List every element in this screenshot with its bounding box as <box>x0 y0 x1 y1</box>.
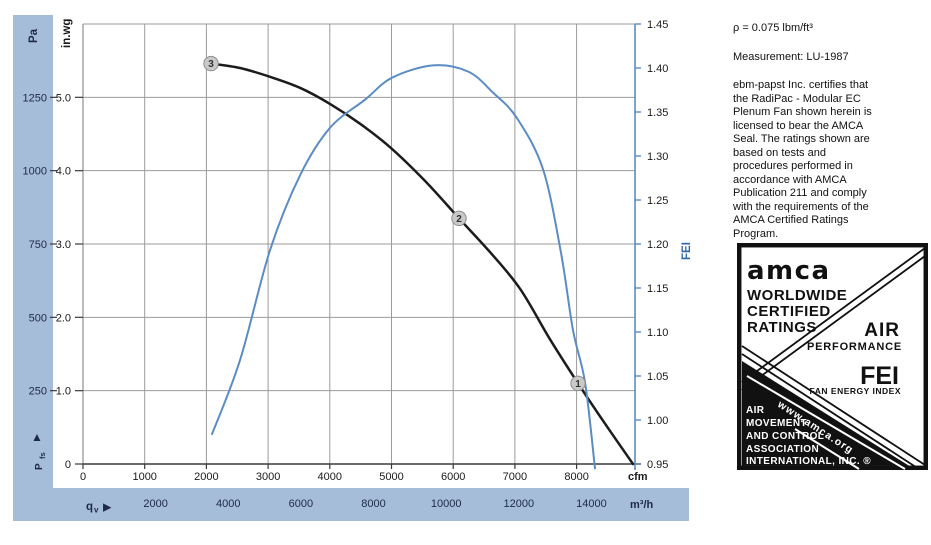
svg-text:1.15: 1.15 <box>647 283 668 295</box>
svg-text:12000: 12000 <box>503 498 534 510</box>
svg-text:2: 2 <box>456 214 462 225</box>
bottom-axis-band <box>13 488 689 521</box>
seal-performance: PERFORMANCE <box>807 341 902 353</box>
inwg-tick-labels: 0 1.0 2.0 3.0 4.0 5.0 <box>56 92 83 471</box>
svg-text:5.0: 5.0 <box>56 92 71 104</box>
svg-text:1.0: 1.0 <box>56 386 71 398</box>
svg-text:6000: 6000 <box>441 471 465 483</box>
svg-text:1.00: 1.00 <box>647 415 668 427</box>
svg-text:1000: 1000 <box>132 471 156 483</box>
svg-text:8000: 8000 <box>361 498 385 510</box>
operating-point-markers: 3 2 1 <box>203 55 586 392</box>
svg-text:0.95: 0.95 <box>647 459 668 471</box>
seal-worldwide: WORLDWIDE <box>747 287 847 304</box>
svg-text:1.25: 1.25 <box>647 195 668 207</box>
seal-amca-logo: amca <box>747 256 831 286</box>
m3h-tick-labels: 2000 4000 6000 8000 10000 12000 14000 <box>143 498 606 510</box>
fei-axis-label: FEI <box>681 242 693 260</box>
air-density-note: ρ = 0.075 lbm/ft³ <box>733 22 813 34</box>
flow-symbol-subscript: v <box>94 506 99 515</box>
flow-right-arrow-icon: ▶ <box>103 502 112 514</box>
svg-text:3000: 3000 <box>256 471 280 483</box>
svg-text:14000: 14000 <box>576 498 607 510</box>
seal-assoc-association: ASSOCIATION <box>746 444 819 455</box>
svg-text:1.10: 1.10 <box>647 327 668 339</box>
seal-assoc-movement: MOVEMENT <box>746 418 807 429</box>
cfm-tick-labels: 0 1000 2000 3000 4000 5000 6000 7000 8000 <box>80 464 589 483</box>
svg-text:2000: 2000 <box>143 498 167 510</box>
inwg-unit-label: in.wg <box>61 19 73 48</box>
certification-statement: ebm-papst Inc. certifies that the RadiPa… <box>733 79 872 240</box>
m3h-unit-label: m³/h <box>630 499 654 511</box>
pa-tick-labels: 250 500 750 1000 1250 <box>23 92 57 398</box>
svg-text:1.05: 1.05 <box>647 371 668 383</box>
seal-air: AIR <box>864 320 900 341</box>
seal-fan-energy-index: FAN ENERGY INDEX <box>810 386 901 396</box>
svg-text:250: 250 <box>29 386 47 398</box>
svg-text:1.30: 1.30 <box>647 151 668 163</box>
left-axis-band <box>13 15 53 521</box>
seal-diagonal-sash <box>741 247 926 470</box>
seal-assoc-and-control: AND CONTROL <box>746 431 824 442</box>
svg-text:7000: 7000 <box>503 471 527 483</box>
svg-text:0: 0 <box>80 471 86 483</box>
svg-text:1250: 1250 <box>23 92 47 104</box>
svg-text:8000: 8000 <box>564 471 588 483</box>
seal-black-triangle <box>742 361 909 466</box>
seal-assoc-air: AIR <box>746 405 765 416</box>
svg-text:1.35: 1.35 <box>647 107 668 119</box>
performance-chart: 01.02.03.04.05.0250500750100012501.451.4… <box>13 15 693 521</box>
seal-certified: CERTIFIED <box>747 303 831 320</box>
seal-fei: FEI <box>860 362 899 390</box>
svg-text:6000: 6000 <box>289 498 313 510</box>
svg-text:1: 1 <box>575 379 581 390</box>
measurement-note: Measurement: LU-1987 <box>733 51 849 63</box>
svg-text:2.0: 2.0 <box>56 312 71 324</box>
amca-seal: amca WORLDWIDE CERTIFIED RATINGS AIR PER… <box>737 243 928 470</box>
seal-assoc-international: INTERNATIONAL, INC. ® <box>746 456 871 467</box>
svg-text:750: 750 <box>29 239 47 251</box>
svg-text:1.20: 1.20 <box>647 239 668 251</box>
fan-static-pressure-curve <box>209 62 635 466</box>
svg-text:500: 500 <box>29 312 47 324</box>
svg-text:1.45: 1.45 <box>647 19 668 31</box>
seal-white-sash-upper <box>746 375 906 470</box>
fei-axis: 1.45 1.40 1.35 1.30 1.25 1.20 1.15 1.10 1.05 1.00… <box>634 19 668 471</box>
pressure-symbol: P <box>34 463 45 470</box>
svg-text:2000: 2000 <box>194 471 218 483</box>
svg-text:4.0: 4.0 <box>56 166 71 178</box>
svg-text:0: 0 <box>65 459 71 471</box>
svg-text:4000: 4000 <box>318 471 342 483</box>
svg-text:3.0: 3.0 <box>56 239 71 251</box>
seal-white-sash-lower <box>794 428 860 470</box>
svg-text:5000: 5000 <box>379 471 403 483</box>
pa-unit-label: Pa <box>28 28 40 43</box>
svg-text:10000: 10000 <box>431 498 462 510</box>
svg-text:4000: 4000 <box>216 498 240 510</box>
svg-text:3: 3 <box>208 59 214 70</box>
pressure-symbol-subscript: fs <box>38 452 47 459</box>
fan-energy-index-curve <box>211 64 596 470</box>
svg-text:1.40: 1.40 <box>647 63 668 75</box>
seal-ratings: RATINGS <box>747 319 817 336</box>
cfm-unit-label: cfm <box>628 471 648 483</box>
svg-text:1000: 1000 <box>23 166 47 178</box>
flow-symbol: q <box>86 501 93 513</box>
pressure-up-arrow-icon: ▲ <box>31 430 43 444</box>
